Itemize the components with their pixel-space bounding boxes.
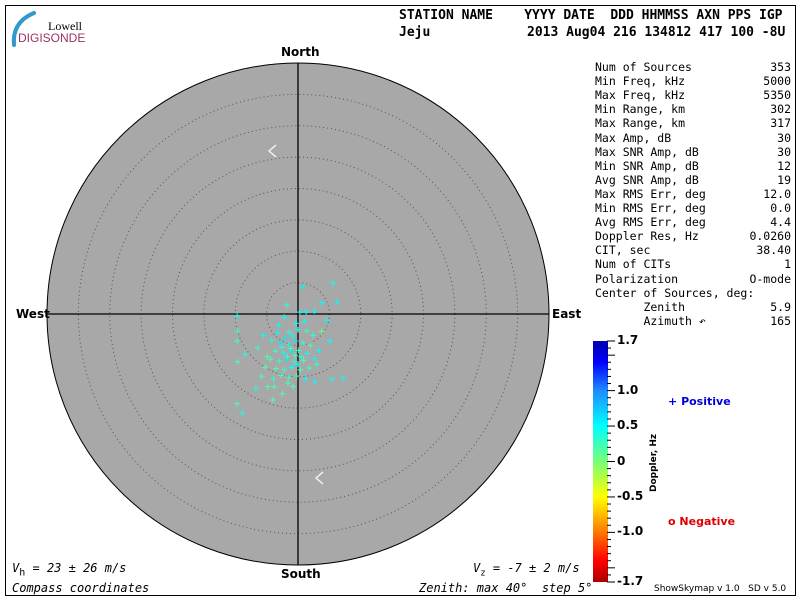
stat-row: Avg SNR Amp, dB 19 <box>595 173 791 187</box>
stat-name: Min SNR Amp, dB <box>595 158 699 173</box>
stat-value: O-mode <box>749 271 791 286</box>
stat-name: Max RMS Err, deg <box>595 186 706 201</box>
header-values: 2013 Aug04 216 134812 417 100 -8U <box>527 25 786 40</box>
coordinate-system: Compass coordinates <box>12 581 150 595</box>
stat-name: Max Freq, kHz <box>595 88 686 103</box>
stat-row: CIT, sec 38.40 <box>595 243 791 257</box>
stat-value: 353 <box>770 60 791 74</box>
stat-value: 302 <box>770 102 791 117</box>
stat-value: 5.9 <box>770 299 791 314</box>
colorbar-tick-label: 1.7 <box>617 333 639 347</box>
stat-value: 0.0260 <box>749 229 791 244</box>
version-info: ShowSkymap v 1.0 SD v 5.0 <box>654 584 787 594</box>
colorbar-tick-label: 0.5 <box>617 418 639 433</box>
stat-row: Min SNR Amp, dB 12 <box>595 159 791 173</box>
station-name: Jeju <box>399 25 431 40</box>
header-labels: STATION NAME YYYY DATE DDD HHMMSS AXN PP… <box>399 8 783 23</box>
label-east: East <box>552 307 582 321</box>
stat-row: Polarization O-mode <box>595 272 791 286</box>
doppler-colorbar <box>593 341 608 582</box>
vz-subscript: z <box>480 568 486 579</box>
stat-name: Min Freq, kHz <box>595 74 686 89</box>
vh-subscript: h <box>19 567 26 579</box>
stat-row: Num of CITs 1 <box>595 257 791 271</box>
stat-name: Max SNR Amp, dB <box>595 144 699 159</box>
vh-readout: Vh = 23 ± 26 m/s <box>12 561 126 578</box>
stat-row: Max SNR Amp, dB 30 <box>595 145 791 159</box>
stat-value: 30 <box>777 144 791 159</box>
stat-name: Min RMS Err, deg <box>595 201 706 215</box>
stat-value: 38.40 <box>756 243 791 258</box>
stat-row: Num of Sources 353 <box>595 60 791 74</box>
colorbar-tick-label: -1.7 <box>617 574 644 588</box>
label-north: North <box>281 45 320 59</box>
stat-row: Max Amp, dB 30 <box>595 131 791 145</box>
stat-row: Min Range, km 302 <box>595 102 791 116</box>
figure-frame <box>5 5 796 596</box>
stat-row: Max Freq, kHz 5350 <box>595 88 791 102</box>
stat-name: Center of Sources, deg: <box>595 285 755 300</box>
stat-value: 12.0 <box>763 186 791 201</box>
stat-name: Num of CITs <box>595 257 672 272</box>
stat-name: Polarization <box>595 271 679 286</box>
colorbar-tick-label: 0 <box>617 453 626 468</box>
stat-row: Min Freq, kHz 5000 <box>595 74 791 88</box>
stat-row: Min RMS Err, deg 0.0 <box>595 201 791 215</box>
plus-icon: + <box>668 395 678 408</box>
stat-name: Avg RMS Err, deg <box>595 215 706 230</box>
stat-row: Max RMS Err, deg 12.0 <box>595 187 791 201</box>
label-south: South <box>281 567 321 581</box>
stat-row: Doppler Res, Hz 0.0260 <box>595 229 791 243</box>
stat-name: Doppler Res, Hz <box>595 229 699 244</box>
colorbar-tick-label: -1.0 <box>617 524 644 539</box>
stat-value: 5000 <box>763 74 791 89</box>
stat-name: Max Amp, dB <box>595 130 672 145</box>
logo-digisonde: DIGISONDE <box>18 31 86 45</box>
stat-name: Avg SNR Amp, dB <box>595 172 699 187</box>
stat-name: Zenith <box>595 299 686 314</box>
logo-lowell: Lowell <box>48 19 82 33</box>
legend-positive: + Positive <box>668 395 731 408</box>
stat-value: 1 <box>784 257 791 272</box>
vh-value: = 23 ± 26 m/s <box>25 561 127 575</box>
vz-symbol: V <box>473 561 481 575</box>
stat-value: 165 <box>770 313 791 328</box>
digisonde-logo <box>11 11 36 47</box>
circle-icon: o <box>668 515 676 528</box>
colorbar-ticks <box>607 340 615 583</box>
label-west: West <box>16 307 50 321</box>
stat-row: Avg RMS Err, deg 4.4 <box>595 215 791 229</box>
colorbar-tick-label: -0.5 <box>617 488 644 503</box>
stat-value: 19 <box>777 172 791 187</box>
stat-value: 4.4 <box>770 215 791 230</box>
logo-arc <box>11 11 36 47</box>
stat-row: Max Range, km 317 <box>595 116 791 130</box>
stat-value: 5350 <box>763 88 791 103</box>
vz-readout: Vz = -7 ± 2 m/s <box>473 561 580 578</box>
stat-name: Min Range, km <box>595 102 686 117</box>
legend-negative-label: Negative <box>679 515 736 528</box>
stat-row: Azimuth ↶ 165 <box>595 314 791 328</box>
vz-value: = -7 ± 2 m/s <box>485 561 580 575</box>
stat-row: Center of Sources, deg: <box>595 286 791 300</box>
stat-name: Azimuth ↶ <box>595 313 706 328</box>
zenith-info: Zenith: max 40° step 5° <box>419 581 593 595</box>
stat-row: Zenith 5.9 <box>595 300 791 314</box>
vh-symbol: V <box>12 561 20 575</box>
stat-value: 0.0 <box>770 201 791 215</box>
colorbar-label: Doppler, Hz <box>649 433 659 492</box>
stat-value: 317 <box>770 116 791 131</box>
legend-negative: o Negative <box>668 515 735 528</box>
stat-name: Num of Sources <box>595 60 692 74</box>
stat-value: 12 <box>777 158 791 173</box>
stat-name: CIT, sec <box>595 243 651 258</box>
colorbar-tick-label: 1.0 <box>617 382 639 397</box>
legend-positive-label: Positive <box>681 395 731 408</box>
stat-value: 30 <box>777 130 791 145</box>
stat-name: Max Range, km <box>595 116 686 131</box>
